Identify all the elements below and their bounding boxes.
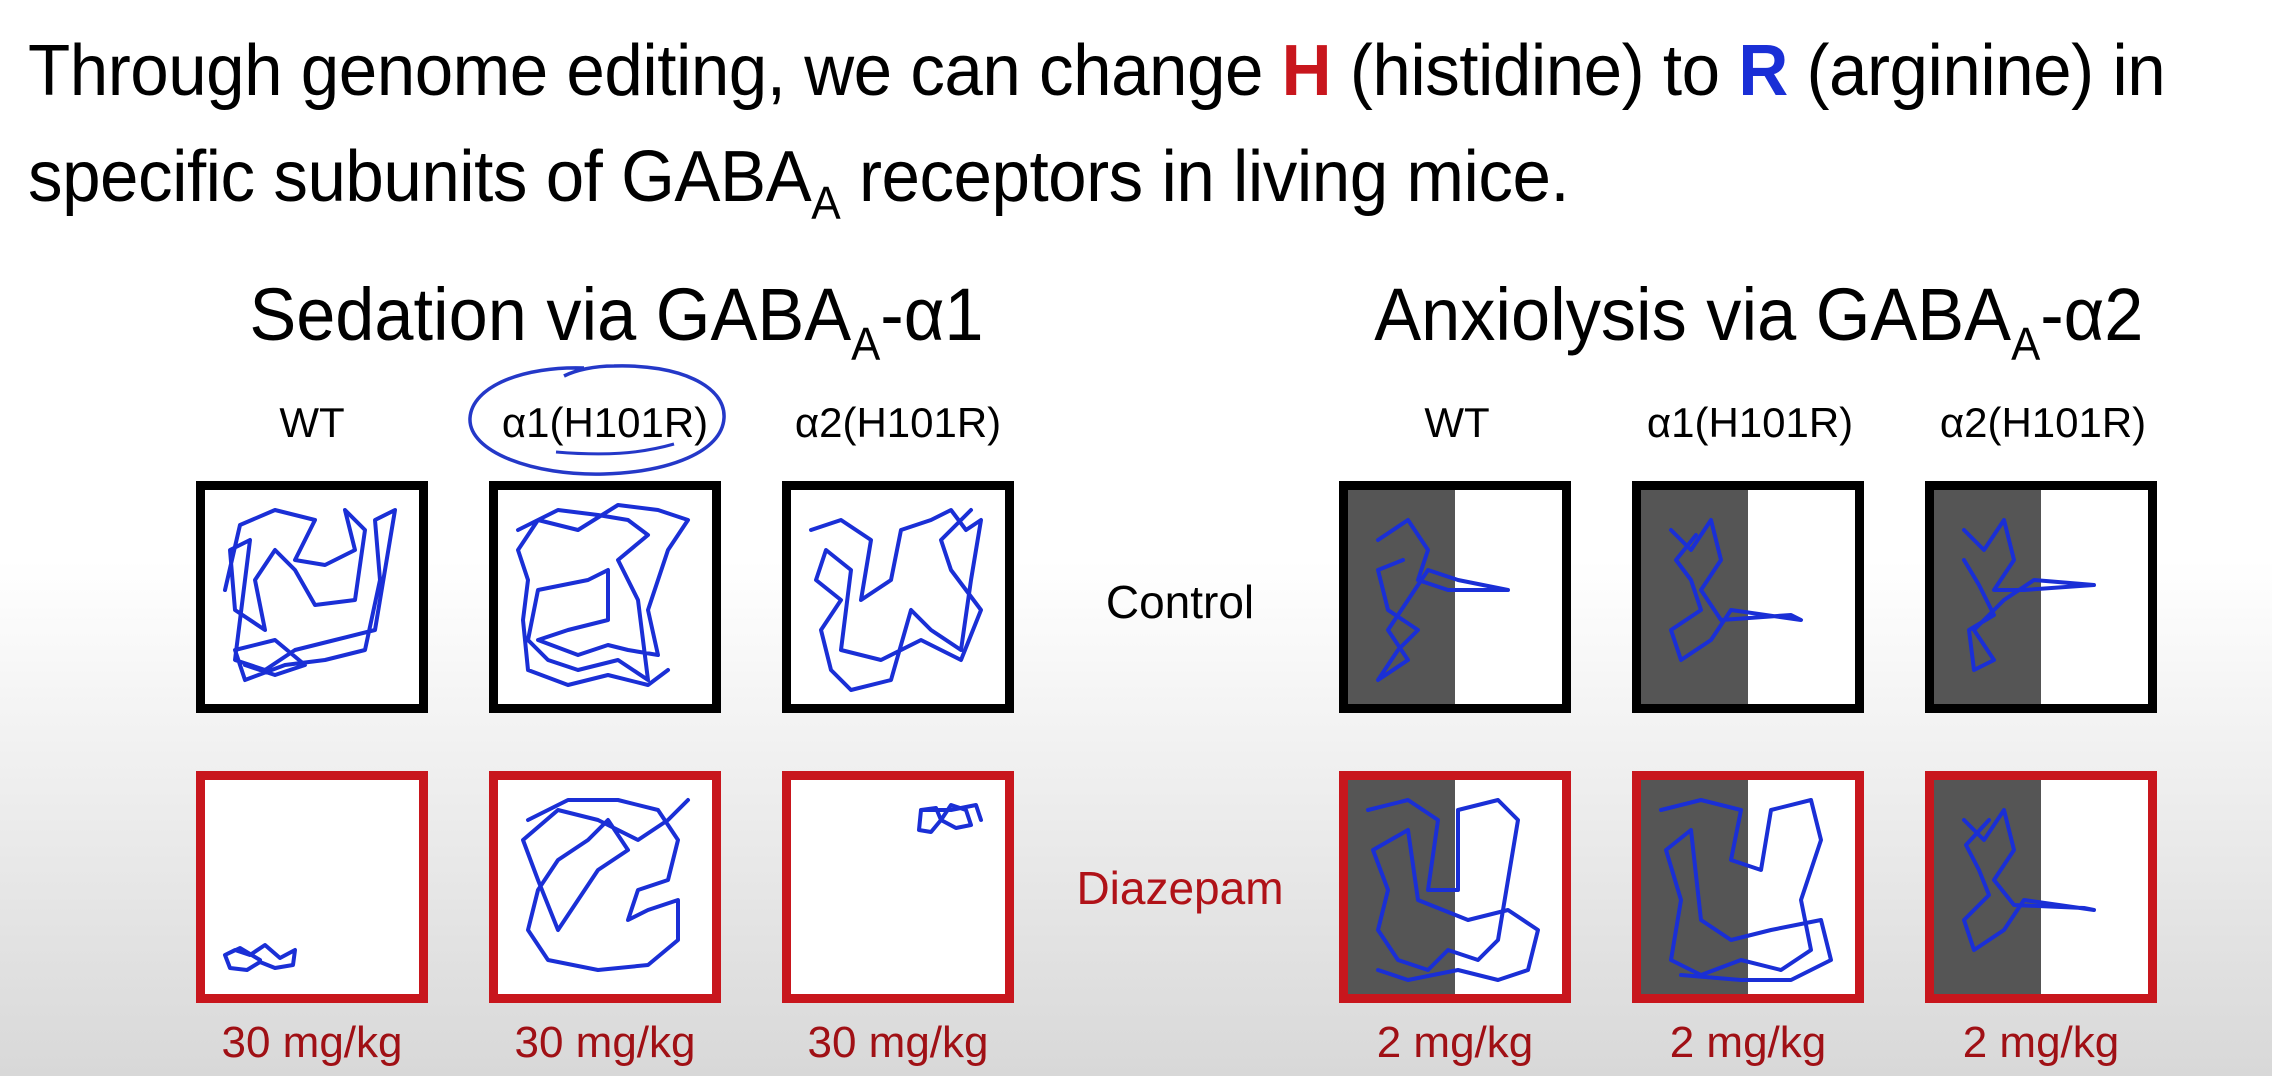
dose-sed-wt: 30 mg/kg (221, 1018, 403, 1067)
dose-anx-a2: 2 mg/kg (1962, 1018, 2120, 1067)
headline: Through genome editing, we can change H … (28, 18, 2178, 230)
arginine-letter: R (1738, 31, 1788, 111)
dose-anx-wt: 2 mg/kg (1376, 1018, 1534, 1067)
headline-text-2: specific subunits of GABA (28, 137, 812, 217)
anxiolysis-title-sub: A (2011, 318, 2041, 370)
row-label-control: Control (1105, 576, 1255, 628)
headline-line-2: specific subunits of GABAA receptors in … (28, 124, 2178, 230)
headline-line-1: Through genome editing, we can change H … (28, 18, 2178, 124)
anxiolysis-title: Anxiolysis via GABAA-α2 (1374, 270, 2144, 367)
locomotion-trace (223, 943, 297, 972)
dark-zone (1641, 490, 1748, 704)
sedation-title: Sedation via GABAA-α1 (249, 270, 984, 367)
col-label-anx-wt: WT (1424, 399, 1490, 446)
anxiolysis-title-suffix: -α2 (2040, 273, 2144, 356)
histidine-word: (histidine) to (1331, 31, 1739, 111)
anxiolysis-title-text: Anxiolysis via GABA (1374, 273, 2012, 356)
locomotion-trace (1376, 518, 1510, 682)
light-dark-anx-a1-diazepam (1632, 771, 1864, 1003)
sedation-title-suffix: -α1 (880, 273, 984, 356)
open-field-sed-a1-control (489, 481, 721, 713)
open-field-sed-wt-control (196, 481, 428, 713)
col-label-anx-a1: α1(H101R) (1646, 399, 1854, 446)
dose-sed-a2: 30 mg/kg (807, 1018, 989, 1067)
headline-text: Through genome editing, we can change (28, 31, 1282, 111)
light-dark-anx-a2-diazepam (1925, 771, 2157, 1003)
headline-text-3: receptors in living mice. (840, 137, 1570, 217)
dark-zone (1934, 490, 2041, 704)
locomotion-trace (1669, 518, 1803, 662)
dark-zone (1641, 780, 1748, 994)
light-dark-anx-wt-diazepam (1339, 771, 1571, 1003)
col-label-sed-a2: α2(H101R) (794, 399, 1002, 446)
locomotion-trace (1962, 808, 2096, 952)
light-dark-anx-a1-control (1632, 481, 1864, 713)
light-dark-anx-wt-control (1339, 481, 1571, 713)
locomotion-trace (1366, 798, 1540, 982)
open-field-sed-a2-diazepam (782, 771, 1014, 1003)
locomotion-trace (809, 508, 983, 692)
col-label-anx-a2: α2(H101R) (1939, 399, 2147, 446)
open-field-sed-wt-diazepam (196, 771, 428, 1003)
sedation-title-sub: A (851, 318, 881, 370)
arginine-word: (arginine) in (1787, 31, 2166, 111)
locomotion-trace (1962, 518, 2096, 672)
row-label-diazepam: Diazepam (1076, 862, 1284, 914)
locomotion-trace (223, 508, 397, 682)
col-label-sed-wt: WT (279, 399, 345, 446)
histidine-letter: H (1281, 31, 1332, 111)
col-label-sed-a1: α1(H101R) (501, 399, 709, 446)
dose-anx-a1: 2 mg/kg (1669, 1018, 1827, 1067)
locomotion-trace (1659, 798, 1833, 982)
locomotion-trace (521, 798, 690, 972)
light-dark-anx-a2-control (1925, 481, 2157, 713)
locomotion-trace (917, 803, 983, 834)
gaba-subscript: A (811, 177, 841, 229)
sedation-title-text: Sedation via GABA (249, 273, 852, 356)
dose-sed-a1: 30 mg/kg (514, 1018, 696, 1067)
open-field-sed-a1-diazepam (489, 771, 721, 1003)
open-field-sed-a2-control (782, 481, 1014, 713)
locomotion-trace (516, 503, 690, 687)
